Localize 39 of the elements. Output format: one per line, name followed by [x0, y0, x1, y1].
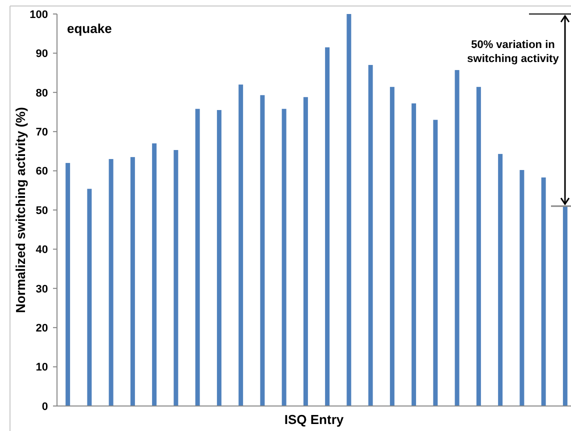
- annotation: 50% variation in switching activity: [467, 39, 560, 65]
- bar: [541, 177, 546, 406]
- bar: [66, 162, 70, 406]
- bar: [476, 86, 481, 406]
- y-tick-label: 90: [36, 48, 48, 60]
- bar: [498, 154, 503, 406]
- bar: [433, 120, 438, 406]
- bar: [303, 97, 308, 406]
- bar: [238, 84, 244, 406]
- bar: [152, 143, 157, 406]
- bar: [562, 206, 568, 406]
- bar: [390, 86, 394, 406]
- bar: [412, 103, 416, 406]
- y-tick-label: 80: [36, 87, 48, 100]
- y-tick-label: 0: [42, 400, 48, 413]
- y-tick-label: 20: [36, 322, 48, 334]
- bar: [368, 64, 373, 406]
- bar: [282, 108, 286, 406]
- y-tick-label: 30: [36, 283, 48, 296]
- x-axis-title: ISQ Entry: [284, 412, 344, 427]
- bar: [87, 188, 92, 406]
- y-tick-label: 100: [30, 8, 48, 21]
- y-tick-label: 50: [36, 204, 48, 217]
- y-tick-label: 10: [36, 362, 48, 374]
- bar: [130, 157, 135, 406]
- bar: [346, 14, 352, 406]
- y-axis-title: Normalized switching activity (%): [13, 107, 28, 313]
- bar: [454, 70, 460, 406]
- bar: [216, 110, 222, 406]
- bar: [174, 150, 178, 406]
- y-tick-label: 70: [36, 126, 48, 138]
- y-tick-label: 40: [36, 244, 48, 256]
- y-tick-label: 60: [36, 166, 48, 178]
- bar: [260, 95, 265, 406]
- bar: [195, 108, 200, 406]
- text: equake: [67, 21, 112, 36]
- bar: [325, 47, 330, 406]
- bar: [520, 170, 524, 406]
- bar: [108, 159, 114, 406]
